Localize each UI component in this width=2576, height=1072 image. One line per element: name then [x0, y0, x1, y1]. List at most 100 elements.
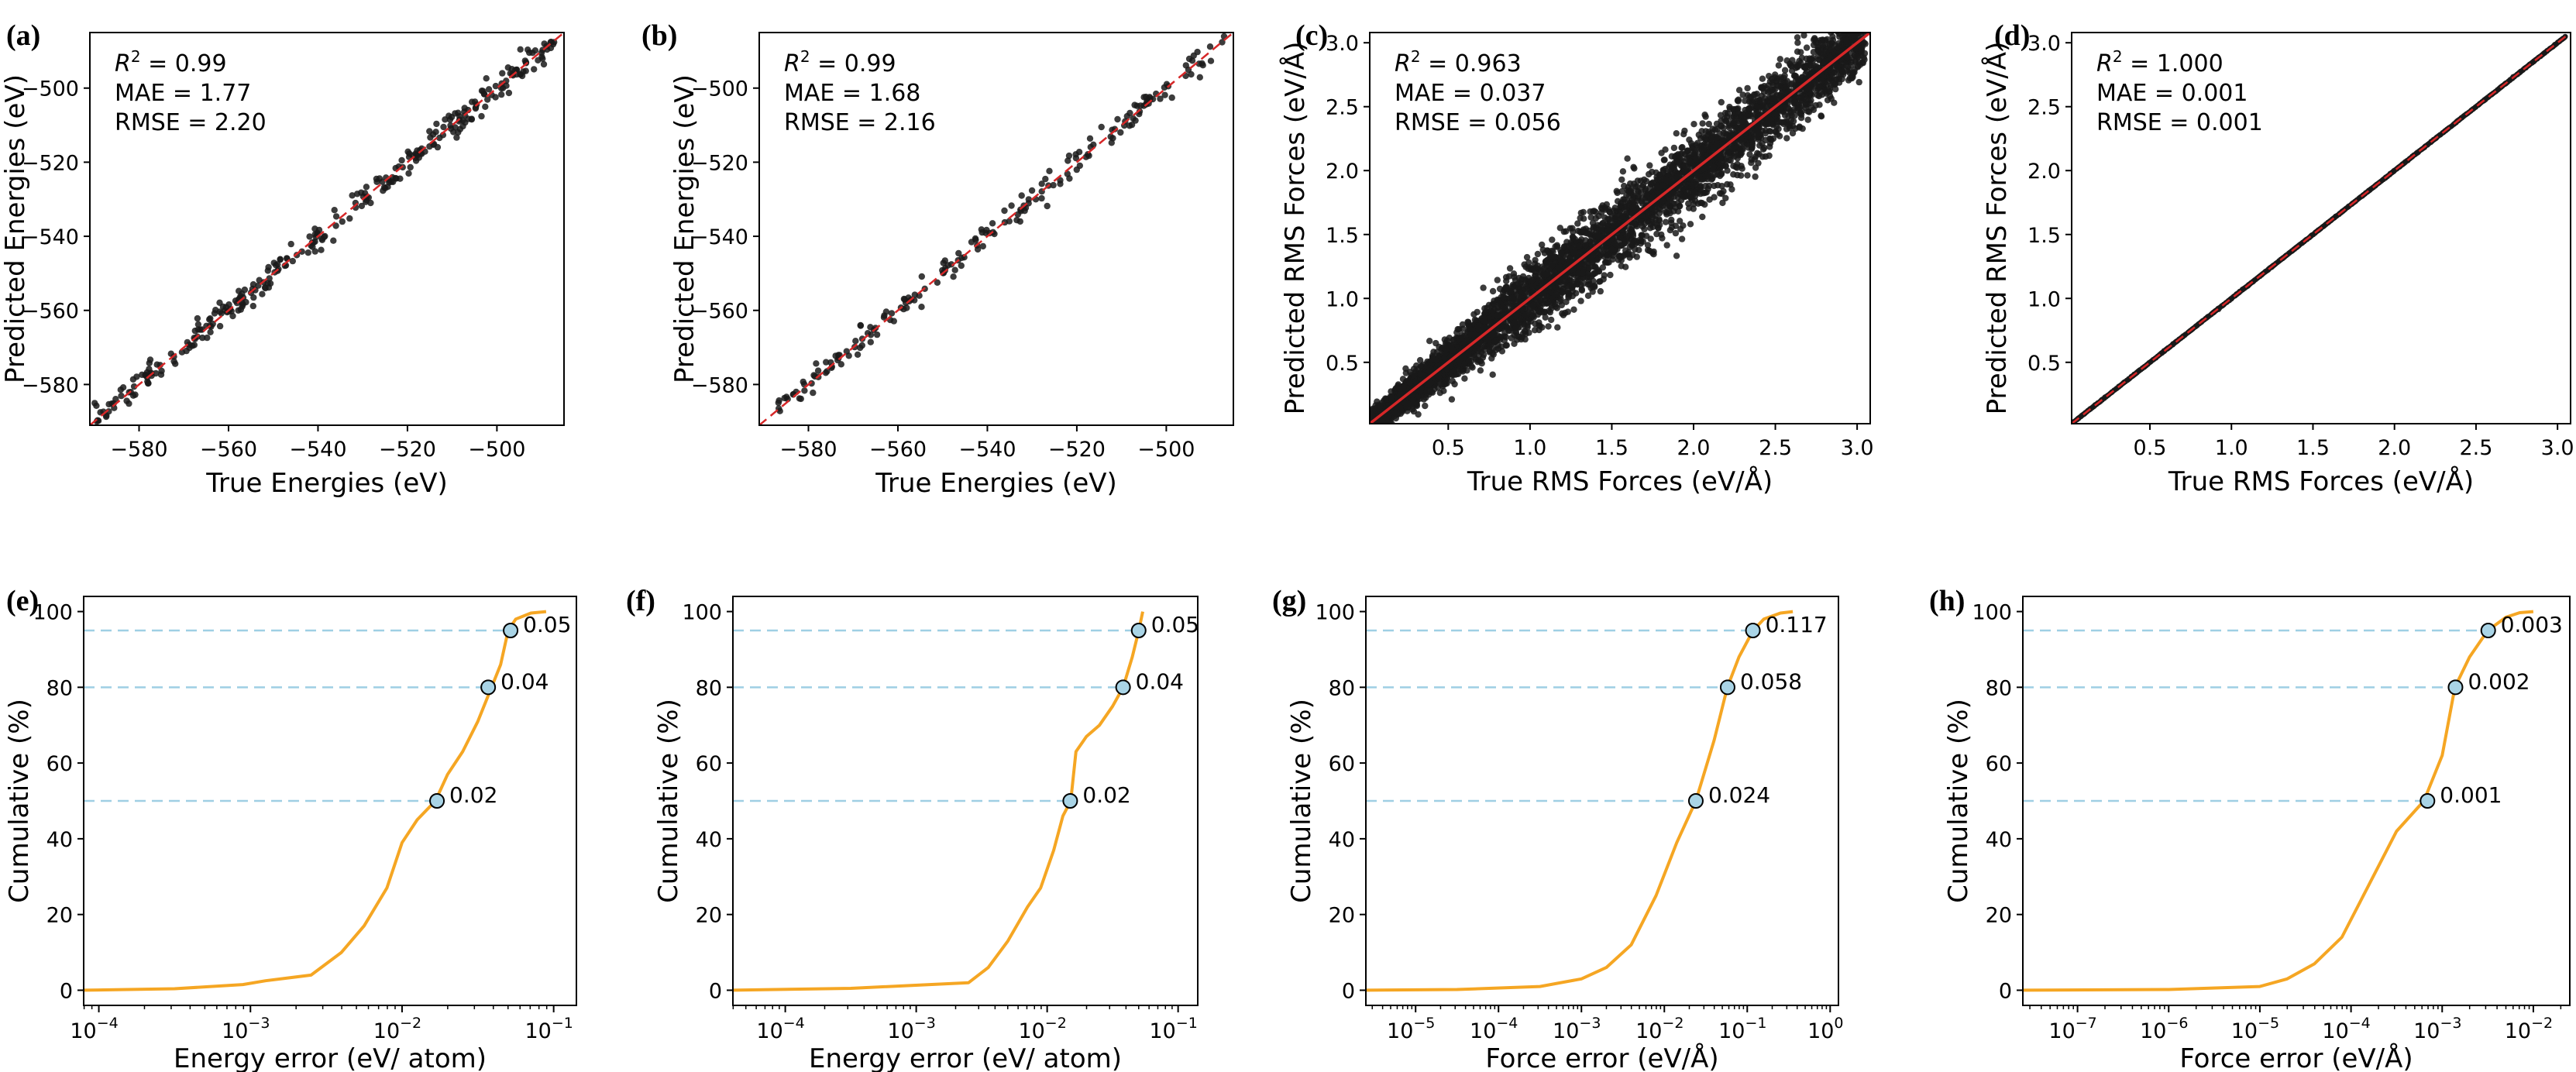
scatter-point	[1684, 163, 1690, 170]
scatter-point	[1710, 144, 1718, 151]
scatter-point	[450, 129, 457, 136]
scatter-point	[249, 302, 256, 310]
scatter-point	[1746, 151, 1753, 158]
scatter-point	[1776, 56, 1783, 63]
scatter-point	[1579, 228, 1587, 235]
scatter-point	[118, 392, 125, 400]
scatter-point	[1370, 425, 1376, 431]
scatter-point	[1591, 263, 1599, 270]
scatter-point	[1646, 184, 1654, 191]
scatter-point	[1659, 167, 1666, 174]
scatter-point	[1589, 288, 1596, 295]
scatter-point	[1737, 151, 1744, 159]
y-tick-label: −540	[691, 225, 748, 249]
scatter-point	[979, 242, 987, 250]
scatter-point	[1441, 336, 1449, 343]
scatter-point	[1543, 247, 1551, 254]
scatter-point	[1744, 91, 1752, 99]
scatter-point	[1044, 202, 1051, 210]
scatter-point	[1687, 221, 1694, 228]
scatter-point	[1718, 98, 1725, 106]
y-tick-label: −560	[691, 300, 748, 324]
scatter-point	[194, 321, 202, 328]
scatter-point	[867, 324, 874, 331]
scatter-point	[1618, 187, 1625, 195]
scatter-point	[1802, 100, 1810, 107]
scatter-point	[1571, 248, 1578, 256]
scatter-point	[1489, 371, 1496, 378]
scatter-point	[1714, 171, 1721, 178]
scatter-point	[1136, 108, 1144, 115]
scatter-point	[531, 46, 539, 54]
scatter-point	[1860, 26, 1866, 32]
scatter-point	[1548, 316, 1555, 324]
scatter-point	[900, 295, 908, 303]
scatter-point	[1855, 78, 1862, 86]
scatter-point	[1835, 79, 1843, 86]
scatter-point	[1679, 143, 1686, 151]
scatter-point	[1551, 253, 1558, 260]
scatter-point	[1199, 62, 1206, 69]
scatter-point	[1826, 53, 1833, 61]
scatter-point	[1375, 424, 1381, 431]
scatter-point	[1744, 84, 1751, 92]
scatter-point	[978, 228, 985, 236]
scatter-point	[1627, 240, 1635, 247]
scatter-point	[1481, 325, 1488, 332]
scatter-point	[1658, 149, 1665, 156]
scatter-point	[1437, 381, 1445, 388]
scatter-point	[1373, 424, 1379, 431]
scatter-point	[1577, 209, 1585, 217]
scatter-point	[1064, 157, 1071, 164]
scatter-point	[1574, 220, 1581, 227]
scatter-point	[229, 312, 236, 320]
scatter-point	[1663, 203, 1670, 210]
scatter-point	[1042, 175, 1049, 183]
scatter-point	[1529, 277, 1536, 283]
scatter-point	[1075, 149, 1083, 156]
scatter-point	[1018, 192, 1025, 199]
scatter-point	[1762, 136, 1769, 144]
scatter-point	[1367, 427, 1374, 433]
scatter-point	[353, 191, 361, 198]
scatter-point	[1678, 150, 1686, 157]
scatter-point	[1575, 270, 1582, 277]
scatter-point	[1673, 130, 1680, 137]
scatter-point	[1368, 428, 1374, 434]
plot-frame	[89, 32, 565, 426]
scatter-point	[311, 238, 318, 246]
scatter-point	[1590, 271, 1597, 278]
scatter-point	[1374, 424, 1381, 431]
scatter-point	[172, 360, 179, 367]
r2-stat: R2 = 0.99	[784, 47, 896, 77]
scatter-point	[322, 232, 328, 240]
scatter-point	[1759, 84, 1766, 91]
scatter-point	[1443, 345, 1450, 352]
scatter-point	[1596, 278, 1603, 285]
scatter-point	[1377, 431, 1383, 438]
scatter-point	[207, 328, 214, 335]
scatter-point	[1537, 304, 1544, 311]
scatter-point	[1587, 255, 1594, 263]
scatter-point	[1775, 62, 1783, 69]
scatter-point	[1436, 390, 1444, 397]
scatter-point	[1001, 207, 1008, 215]
scatter-point	[1613, 187, 1620, 194]
scatter-point	[1718, 117, 1725, 125]
x-tick-label: −560	[200, 438, 257, 462]
scatter-point	[813, 360, 820, 367]
scatter-point	[1783, 135, 1790, 142]
scatter-point	[540, 60, 548, 68]
scatter-point	[1611, 215, 1618, 222]
scatter-point	[1653, 206, 1659, 214]
scatter-point	[1374, 425, 1380, 431]
scatter-point	[1448, 396, 1456, 403]
scatter-point	[1826, 40, 1833, 48]
scatter-point	[1432, 339, 1439, 347]
mae-stat: MAE = 1.68	[784, 80, 920, 107]
scatter-point	[1498, 304, 1506, 311]
scatter-point	[498, 91, 505, 98]
scatter-point	[1194, 48, 1201, 56]
scatter-point	[1563, 298, 1570, 305]
